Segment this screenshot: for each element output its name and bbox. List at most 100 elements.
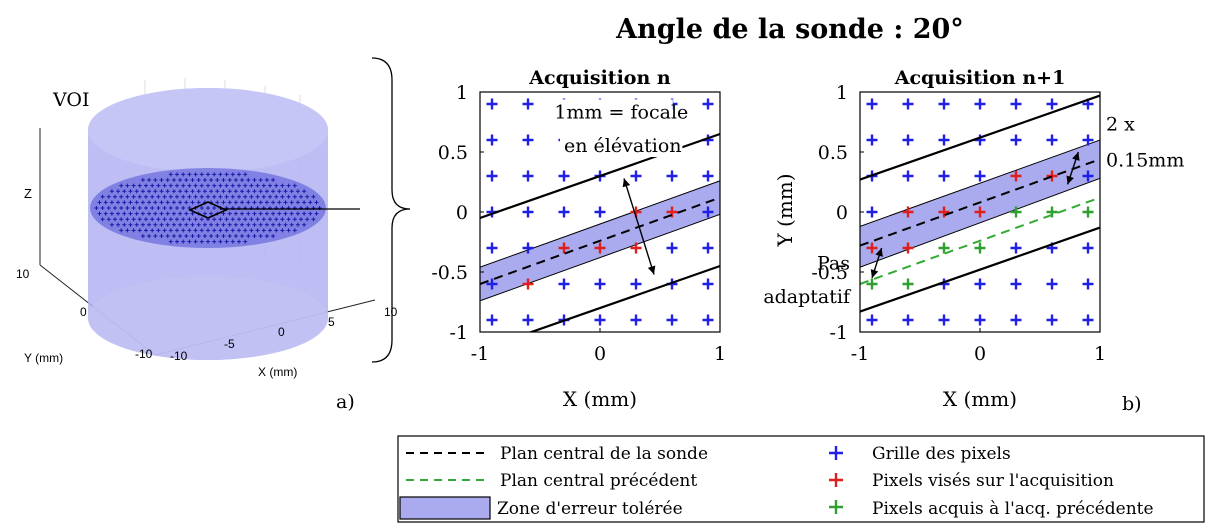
voi-cylinder-top [88,88,328,172]
voi-pixel-marker [233,178,238,182]
x-tick-10: 10 [384,305,398,319]
voi-pixel-marker [249,183,254,188]
legend-symbol-zone [399,496,491,520]
chart-title: Acquisition n+1 [894,67,1066,89]
annotation-text: adaptatif [763,286,852,308]
voi-pixel-marker [168,239,173,244]
x-axis-label: X (mm) [943,387,1017,411]
voi-pixel-marker [162,228,167,233]
voi-pixel-marker [137,194,142,199]
voi-pixel-marker [106,206,111,210]
voi-pixel-marker [171,222,176,227]
legend-label-acquired: Pixels acquis à l'acq. précédente [872,499,1154,519]
voi-pixel-marker [162,206,167,210]
x-tick-label: 0 [594,343,606,365]
voi-pixel-marker [295,211,300,216]
voi-pixel-marker [274,183,279,188]
y-tick-10: 10 [16,267,30,281]
voi-pixel-marker [221,234,226,238]
acquired-pixel [938,242,950,254]
legend-label-zone: Zone d'erreur tolérée [497,499,683,519]
voi-pixel-marker [196,178,201,182]
voi-pixel-marker [181,239,186,244]
voi-pixel-marker [134,189,139,194]
acquired-pixel [902,278,914,290]
voi-pixel-marker [168,206,173,210]
targeted-pixel [522,278,534,290]
voi-pixel-marker [206,228,210,233]
plot-area: 2 x 0.15mm Pas adaptatif b) [763,91,1184,415]
voi-pixel-marker [271,234,276,238]
voi-pixel-marker [264,200,269,205]
grid-pixel [1046,278,1058,290]
voi-pixel-marker [209,189,214,194]
voi-pixel-marker [162,183,167,188]
voi-pixel-marker [119,217,124,222]
voi-pixel-marker [299,217,303,222]
voi-pixel-marker [258,234,263,238]
voi-pixel-marker [119,183,124,188]
voi-pixel-marker [218,172,223,177]
voi-pixel-marker [184,234,189,238]
voi-pixel-marker [299,194,303,199]
voi-pixel-marker [178,189,183,194]
voi-pixel-marker [271,211,276,216]
voi-pixel-marker [246,189,251,194]
previous-central-plane-line [860,196,1100,285]
grid-pixel [1010,98,1022,110]
voi-pixel-marker [261,183,266,188]
voi-pixel-marker [109,222,114,227]
voi-pixel-marker [268,217,272,222]
grid-pixel [522,206,534,218]
voi-pixel-marker [227,222,232,227]
voi-pixel-marker [230,217,235,222]
voi-pixel-marker [190,200,195,205]
voi-pixel-marker [196,189,201,194]
voi-pixel-marker [144,194,148,199]
voi-pixel-marker [171,211,176,216]
voi-pixel-marker [308,211,313,216]
voi-pixel-marker [119,228,124,233]
grid-pixel [974,98,986,110]
voi-pixel-marker [264,178,269,182]
grid-pixel [522,134,534,146]
voi-pixel-marker [218,183,223,188]
plot-content [480,98,720,332]
voi-pixel-marker [159,222,164,227]
voi-pixel-marker [190,222,195,227]
grid-pixel [1046,134,1058,146]
y-tick-label: 0 [836,202,848,224]
grid-pixel [522,242,534,254]
voi-pixel-marker [206,194,210,199]
voi-pixel-marker [178,211,183,216]
y-tick-label: 1 [836,82,848,104]
voi-pixel-marker [227,200,232,205]
voi-pixel-marker [292,217,297,222]
grid-pixel [1082,170,1094,182]
voi-pixel-marker [187,228,192,233]
y-tick-label: -1 [449,322,468,344]
acquired-pixel [1082,206,1094,218]
grid-pixel [974,170,986,182]
central-plane-line [860,158,1100,247]
voi-pixel-marker [252,222,257,227]
voi-pixel-marker [289,200,294,205]
voi-pixel-marker [202,222,207,227]
voi-pixel-marker [249,217,254,222]
voi-pixel-marker [193,172,198,177]
voi-pixel-marker [106,217,111,222]
grid-pixel [630,170,642,182]
y-tick-label: -0.5 [811,262,848,284]
voi-pixel-marker [178,222,183,227]
arrow-head [1066,175,1074,185]
voi-pixel-marker [190,211,195,216]
voi-pixel-marker [283,222,288,227]
grid-pixel [902,134,914,146]
x-tick-minus5: -5 [224,337,235,351]
x-tick-label: -1 [471,343,490,365]
voi-label: VOI [52,89,89,111]
voi-pixel-marker [193,194,198,199]
grid-pixel [938,98,950,110]
voi-pixel-marker [184,222,189,227]
voi-pixel-marker [224,172,229,177]
